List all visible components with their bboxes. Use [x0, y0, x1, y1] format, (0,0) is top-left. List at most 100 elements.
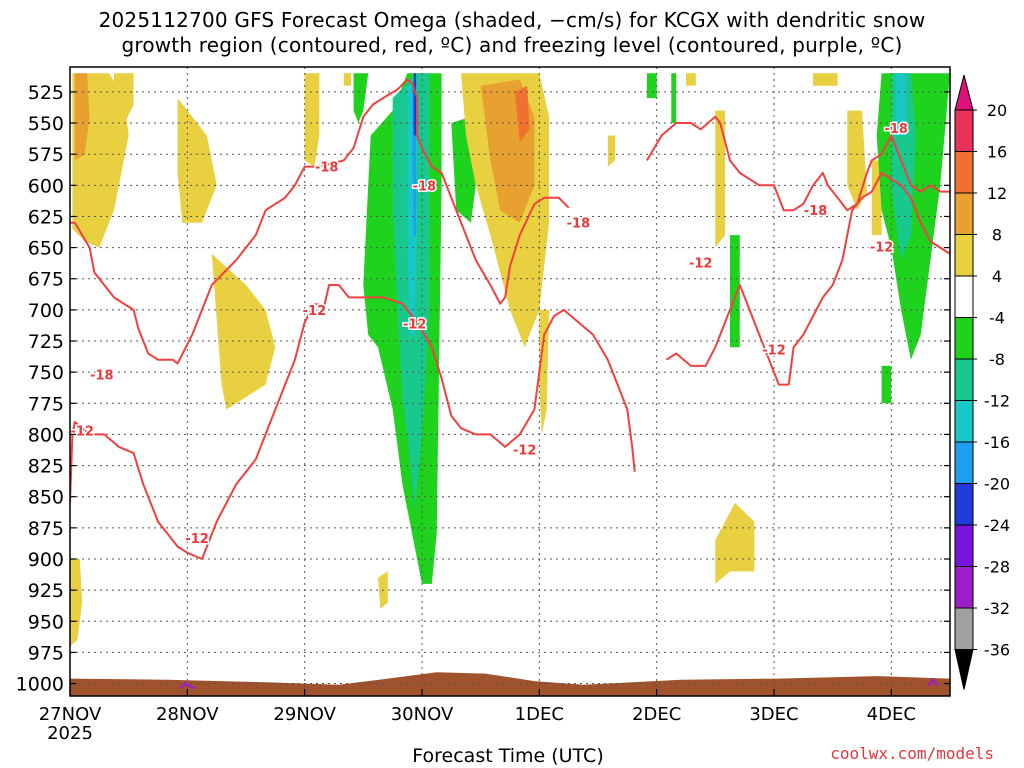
y-tick-label-775: 775	[28, 393, 64, 415]
y-tick-label-875: 875	[28, 518, 64, 540]
omega-region-32	[896, 73, 906, 136]
colorbar-swatch-2	[954, 192, 974, 235]
y-tick-label-575: 575	[28, 144, 64, 166]
omega-region-1	[74, 73, 90, 161]
x-tick-label-1DEC: 1DEC	[515, 704, 564, 725]
contour-label-2: -12	[185, 532, 209, 547]
credit-text: coolwx.com/models	[830, 744, 994, 763]
omega-region-24	[715, 110, 726, 248]
x-tick-label-2DEC: 2DEC	[632, 704, 681, 725]
y-tick-label-625: 625	[28, 207, 64, 229]
colorbar-swatch-4	[954, 275, 974, 318]
colorbar-swatch-9	[954, 483, 974, 526]
colorbar-swatch-6	[954, 358, 974, 401]
freezing-level-contour-1	[927, 677, 939, 687]
omega-shading	[70, 73, 950, 647]
dendritic-contour--12-5	[665, 171, 950, 386]
colorbar-label--16: -16	[984, 433, 1010, 452]
y-tick-label-650: 650	[28, 238, 64, 260]
x-axis-label: Forecast Time (UTC)	[412, 745, 603, 767]
colorbar-label-8: 8	[992, 226, 1002, 245]
contour-label-10: -12	[762, 344, 786, 359]
omega-region-12	[413, 73, 417, 136]
y-tick-label-750: 750	[28, 362, 64, 384]
colorbar-label--24: -24	[984, 516, 1010, 535]
y-tick-label-850: 850	[28, 487, 64, 509]
colorbar-swatch-7	[954, 400, 974, 443]
contour-label-6: -12	[403, 318, 427, 333]
colorbar-label-12: 12	[987, 184, 1007, 203]
x-tick-label-27NOV: 27NOV	[39, 704, 102, 725]
x-tick-sublabel-27NOV: 2025	[47, 723, 93, 744]
omega-region-26	[730, 235, 740, 348]
dendritic-contour--18-1	[314, 78, 570, 305]
colorbar-legend: 20 16 12 8 4 -4 -8 -12 -16 -20 -24 -28 -32 -36	[954, 74, 1010, 690]
y-tick-label-600: 600	[28, 175, 64, 197]
contour-label-4: -18	[315, 161, 339, 176]
dendritic-contour--18-0	[70, 165, 315, 365]
y-tick-label-675: 675	[28, 269, 64, 291]
colorbar-swatch-8	[954, 441, 974, 484]
contour-label-8: -18	[567, 217, 591, 232]
omega-region-27	[813, 73, 838, 86]
dendritic-contour--12-4	[314, 284, 636, 472]
y-tick-label-900: 900	[28, 549, 64, 571]
y-tick-label-825: 825	[28, 456, 64, 478]
contour-label-0: -18	[90, 369, 114, 384]
y-tick-label-1000: 1000	[16, 674, 64, 696]
y-tick-label-925: 925	[28, 580, 64, 602]
y-tick-label-975: 975	[28, 642, 64, 664]
colorbar-label--32: -32	[984, 599, 1010, 618]
omega-region-25	[715, 502, 755, 584]
y-axis: 525 550 575 600 625 650 675 700 725 750 775 800 825 8…	[16, 82, 950, 696]
y-tick-label-550: 550	[28, 113, 64, 135]
contour-label-13: -18	[884, 122, 908, 137]
y-tick-label-525: 525	[28, 82, 64, 104]
contour-label-12: -12	[870, 240, 894, 255]
omega-region-20	[607, 135, 616, 167]
contour-label-1: -12	[70, 425, 94, 440]
freezing-level-contour-0	[179, 681, 196, 690]
omega-region-6	[304, 73, 320, 167]
contour-label-9: -12	[689, 257, 713, 272]
dendritic-contour--18-2	[646, 115, 950, 212]
chart-title-line-1: 2025112700 GFS Forecast Omega (shaded, −…	[98, 8, 926, 32]
colorbar-swatch-3	[954, 234, 974, 277]
terrain	[70, 672, 950, 696]
omega-region-2	[114, 73, 134, 136]
colorbar-label--12: -12	[984, 392, 1010, 411]
colorbar-label-16: 16	[987, 143, 1007, 162]
contour-label-7: -12	[513, 443, 537, 458]
y-tick-label-950: 950	[28, 611, 64, 633]
colorbar-swatch-10	[954, 524, 974, 567]
omega-region-18	[343, 73, 352, 86]
colorbar-label--28: -28	[984, 558, 1010, 577]
colorbar-label--4: -4	[989, 309, 1005, 328]
x-tick-label-30NOV: 30NOV	[391, 704, 454, 725]
colorbar-swatch-5	[954, 317, 974, 360]
y-tick-label-700: 700	[28, 300, 64, 322]
omega-region-3	[177, 98, 217, 223]
colorbar-label-20: 20	[987, 101, 1007, 120]
colorbar-swatch-11	[954, 566, 974, 609]
omega-region-16	[514, 85, 530, 142]
colorbar-swatch-1	[954, 151, 974, 194]
colorbar-swatch-12	[954, 607, 974, 650]
x-tick-label-4DEC: 4DEC	[867, 704, 916, 725]
contour-labels: -18 -12 -12 -12 -18 -18 -12 -12 -18 -12 -12 -18 -12 -…	[69, 121, 910, 549]
x-tick-label-28NOV: 28NOV	[156, 704, 219, 725]
y-tick-label-800: 800	[28, 424, 64, 446]
colorbar-label--20: -20	[984, 475, 1010, 494]
y-tick-label-725: 725	[28, 331, 64, 353]
contour-label-5: -18	[413, 179, 437, 194]
omega-region-21	[646, 73, 657, 99]
gridlines	[70, 67, 950, 696]
omega-region-23	[686, 73, 696, 86]
dendritic-contour--12-3	[70, 303, 316, 560]
colorbar-swatch-0	[954, 109, 974, 152]
dendritic-contours	[70, 78, 950, 560]
contour-label-3: -12	[303, 304, 327, 319]
colorbar-top-arrow	[954, 74, 974, 111]
